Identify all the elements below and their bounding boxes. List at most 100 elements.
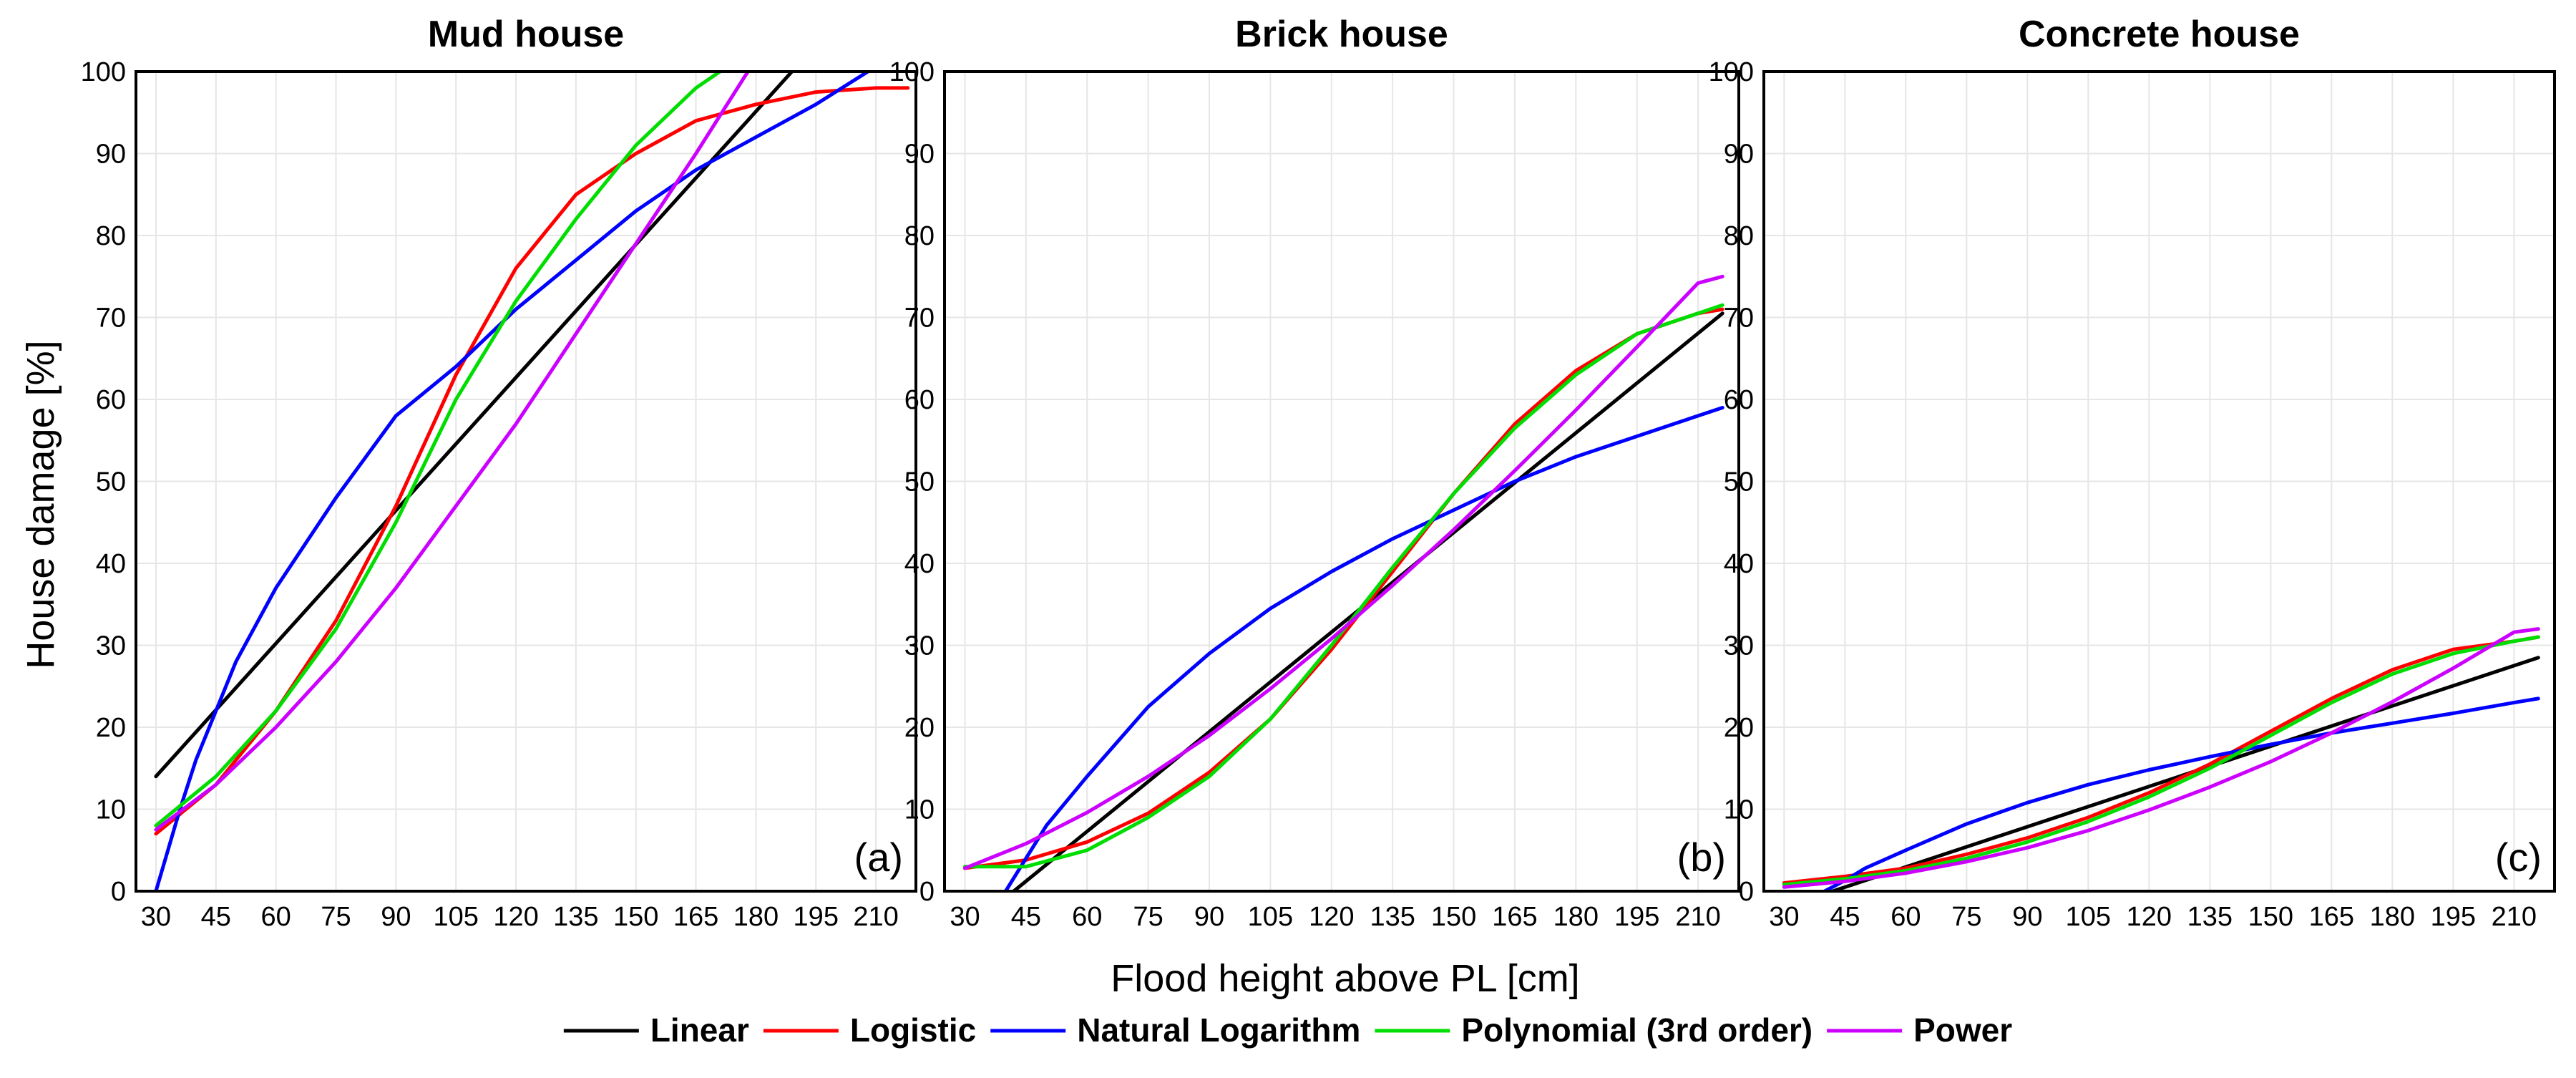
y-tick-label: 10 (904, 795, 935, 825)
y-tick-label: 0 (1739, 877, 1754, 907)
x-tick-label: 195 (1614, 902, 1659, 932)
x-tick-label: 210 (1675, 902, 1720, 932)
panel-label: (c) (2495, 835, 2542, 880)
x-tick-label: 120 (493, 902, 538, 932)
legend: Linear Logistic Natural Logarithm Polynomia… (563, 1011, 2012, 1049)
y-tick-label: 100 (889, 57, 935, 87)
x-tick-label: 90 (381, 902, 411, 932)
series-line-power (154, 72, 750, 832)
y-tick-label: 70 (904, 304, 935, 334)
y-tick-label: 60 (96, 385, 126, 415)
plot-frame (135, 70, 917, 893)
y-tick-label: 80 (1724, 221, 1754, 251)
x-tick-label: 45 (1830, 902, 1860, 932)
x-tick-label: 30 (141, 902, 171, 932)
y-tick-label: 20 (1724, 713, 1754, 743)
chart-title: Mud house (428, 14, 624, 55)
y-tick-label: 100 (81, 57, 126, 87)
y-tick-label: 40 (1724, 549, 1754, 579)
x-tick-label: 90 (1194, 902, 1224, 932)
plot-frame (1762, 70, 2556, 893)
legend-label-linear: Linear (650, 1011, 749, 1049)
series-line-natural-logarithm (1003, 406, 1724, 891)
series-line-power (1782, 627, 2540, 889)
series-line-natural-logarithm (154, 72, 870, 891)
x-tick-label: 60 (1890, 902, 1921, 932)
x-tick-label: 120 (2127, 902, 2172, 932)
x-tick-label: 165 (1492, 902, 1537, 932)
series-line-linear (154, 72, 794, 779)
legend-label-power: Power (1913, 1011, 2012, 1049)
legend-label-polynomial-3rd-order: Polynomial (3rd order) (1461, 1011, 1813, 1049)
y-tick-label: 30 (904, 631, 935, 661)
x-tick-label: 150 (2248, 902, 2293, 932)
x-tick-label: 45 (1011, 902, 1041, 932)
x-tick-label: 180 (1553, 902, 1599, 932)
y-tick-label: 10 (96, 795, 126, 825)
y-tick-label: 100 (1709, 57, 1754, 87)
series-group (963, 274, 1724, 891)
x-tick-label: 120 (1309, 902, 1354, 932)
x-tick-label: 105 (2066, 902, 2111, 932)
y-tick-label: 20 (96, 713, 126, 743)
y-tick-label: 60 (904, 385, 935, 415)
y-tick-label: 50 (96, 467, 126, 497)
x-tick-label: 45 (201, 902, 231, 932)
y-tick-label: 50 (904, 467, 935, 497)
y-tick-label: 70 (1724, 304, 1754, 334)
x-tick-label: 210 (2492, 902, 2537, 932)
series-line-power (963, 274, 1724, 870)
x-tick-label: 30 (1769, 902, 1799, 932)
x-tick-label: 135 (553, 902, 598, 932)
x-tick-label: 105 (1248, 902, 1293, 932)
y-tick-label: 20 (904, 713, 935, 743)
chart-panel-brick-house: 30 45 60 75 90 105 120 135 150 165 180 195 210 0 10 20 3… (889, 14, 1740, 932)
series-line-natural-logarithm (1823, 696, 2540, 891)
x-tick-label: 150 (1431, 902, 1476, 932)
y-tick-label: 0 (919, 877, 935, 907)
plot-frame (943, 70, 1740, 893)
y-tick-label: 40 (904, 549, 935, 579)
x-tick-label: 180 (733, 902, 779, 932)
y-tick-label: 90 (96, 140, 126, 170)
x-tick-label: 90 (2012, 902, 2042, 932)
x-tick-label: 210 (853, 902, 898, 932)
panel-label: (b) (1677, 835, 1726, 880)
y-tick-label: 60 (1724, 385, 1754, 415)
x-tick-label: 30 (950, 902, 980, 932)
y-tick-label: 30 (96, 631, 126, 661)
y-tick-label: 30 (1724, 631, 1754, 661)
x-tick-label: 195 (2431, 902, 2476, 932)
x-axis-label: Flood height above PL [cm] (1111, 957, 1579, 1000)
y-tick-label: 10 (1724, 795, 1754, 825)
x-tick-label: 150 (613, 902, 658, 932)
x-tick-label: 105 (433, 902, 478, 932)
legend-label-natural-logarithm: Natural Logarithm (1077, 1011, 1360, 1049)
x-tick-label: 180 (2370, 902, 2415, 932)
x-tick-label: 75 (1951, 902, 1981, 932)
y-axis-label: House damage [%] (19, 340, 62, 669)
panel-label: (a) (854, 835, 903, 880)
series-line-polynomial-3rd-order (1782, 635, 2540, 887)
series-group (1782, 627, 2540, 891)
series-line-logistic (1782, 635, 2540, 885)
x-tick-label: 60 (1072, 902, 1102, 932)
x-tick-label: 75 (321, 902, 351, 932)
chart-panel-concrete-house: 30 45 60 75 90 105 120 135 150 165 180 195 210 0 10 20 3… (1709, 14, 2556, 932)
x-tick-label: 165 (2309, 902, 2354, 932)
y-tick-label: 90 (1724, 140, 1754, 170)
series-line-logistic (154, 86, 910, 836)
series-line-polynomial-3rd-order (963, 303, 1724, 869)
chart-title: Brick house (1235, 14, 1448, 55)
chart-panel-mud-house: 30 45 60 75 90 105 120 135 150 165 180 195 210 0 10 20 3… (81, 14, 917, 932)
legend-label-logistic: Logistic (850, 1011, 976, 1049)
y-tick-label: 50 (1724, 467, 1754, 497)
x-tick-label: 135 (2187, 902, 2233, 932)
x-tick-label: 165 (673, 902, 718, 932)
y-tick-label: 90 (904, 140, 935, 170)
series-line-polynomial-3rd-order (154, 72, 722, 827)
y-tick-label: 40 (96, 549, 126, 579)
chart-panels: 30 45 60 75 90 105 120 135 150 165 180 195 210 0 10 20 3… (81, 14, 2556, 932)
y-tick-label: 70 (96, 304, 126, 334)
